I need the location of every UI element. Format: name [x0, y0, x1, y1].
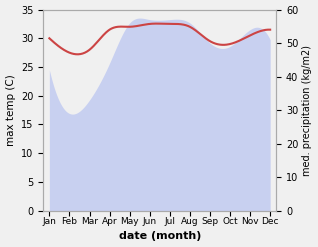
Y-axis label: max temp (C): max temp (C): [5, 74, 16, 146]
X-axis label: date (month): date (month): [119, 231, 201, 242]
Y-axis label: med. precipitation (kg/m2): med. precipitation (kg/m2): [302, 45, 313, 176]
